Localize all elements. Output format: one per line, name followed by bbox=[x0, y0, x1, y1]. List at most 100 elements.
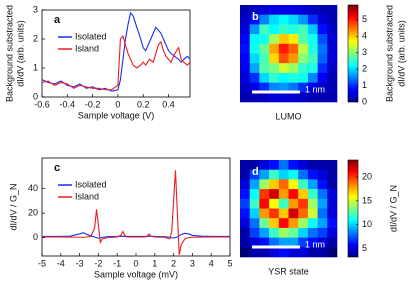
heatmap-cell bbox=[307, 43, 318, 54]
colorbar-tick-label: 4 bbox=[362, 31, 367, 41]
heatmap-cell bbox=[298, 53, 309, 64]
heatmap-cell bbox=[278, 53, 289, 64]
heatmap-cell bbox=[317, 179, 328, 190]
heatmap-cell bbox=[278, 92, 289, 103]
y-tick-label: 20 bbox=[28, 208, 38, 218]
heatmap-cell bbox=[259, 53, 270, 64]
heatmap-cell bbox=[278, 247, 289, 258]
heatmap-cell bbox=[278, 72, 289, 83]
heatmap-cell bbox=[259, 63, 270, 74]
y-tick-label: 0 bbox=[33, 232, 38, 242]
heatmap-cell bbox=[327, 179, 338, 190]
heatmap-cell bbox=[249, 198, 260, 209]
heatmap-cell bbox=[288, 160, 299, 170]
heatmap-cell bbox=[278, 5, 289, 15]
heatmap-cell bbox=[240, 208, 250, 219]
heatmap-cell bbox=[317, 218, 328, 229]
heatmap-cell bbox=[259, 179, 270, 190]
heatmap-cell bbox=[240, 53, 250, 64]
data-line bbox=[41, 34, 191, 91]
heatmap-cell bbox=[317, 227, 328, 238]
heatmap-cell bbox=[269, 208, 280, 219]
heatmap-cell bbox=[307, 92, 318, 103]
heatmap-cell bbox=[288, 247, 299, 258]
heatmap-cell bbox=[269, 169, 280, 180]
heatmap-cell bbox=[288, 14, 299, 25]
heatmap-cell bbox=[288, 63, 299, 74]
heatmap-cell bbox=[269, 63, 280, 74]
heatmap-cell bbox=[307, 53, 318, 64]
legend-label: Isolated bbox=[75, 179, 107, 189]
heatmap-cell bbox=[249, 43, 260, 54]
heatmap-cell bbox=[317, 63, 328, 74]
heatmap-cell bbox=[240, 14, 250, 25]
heatmap-cell bbox=[240, 72, 250, 83]
heatmap-cell bbox=[317, 14, 328, 25]
heatmap-cell bbox=[269, 160, 280, 170]
heatmap-cell bbox=[298, 63, 309, 74]
y-tick-label: 3 bbox=[33, 4, 38, 14]
heatmap-cell bbox=[240, 247, 250, 258]
heatmap-cell bbox=[269, 237, 280, 248]
heatmap-cell bbox=[298, 92, 309, 103]
colorbar bbox=[347, 159, 359, 258]
heatmap-cell bbox=[298, 237, 309, 248]
heatmap-cell bbox=[307, 227, 318, 238]
data-line bbox=[42, 170, 230, 255]
heatmap-cell bbox=[327, 43, 338, 54]
heatmap-cell bbox=[240, 169, 250, 180]
heatmap-cell bbox=[317, 82, 328, 93]
heatmap-cell bbox=[327, 72, 338, 83]
heatmap-cell bbox=[259, 14, 270, 25]
heatmap-cell bbox=[317, 53, 328, 64]
heatmap-cell bbox=[259, 169, 270, 180]
heatmap-cell bbox=[240, 24, 250, 35]
colorbar-tick-label: 2 bbox=[362, 63, 367, 73]
heatmap-cell bbox=[269, 43, 280, 54]
heatmap-cell bbox=[298, 5, 309, 15]
heatmap-cell bbox=[269, 24, 280, 35]
heatmap-cell bbox=[327, 63, 338, 74]
heatmap-cell bbox=[307, 72, 318, 83]
heatmap-cell bbox=[278, 82, 289, 93]
colorbar-label: dI/dV (arb. units) bbox=[396, 20, 406, 87]
heatmap-cell bbox=[288, 198, 299, 209]
heatmap-cell bbox=[288, 43, 299, 54]
heatmap-cell bbox=[240, 92, 250, 103]
heatmap-cell bbox=[249, 63, 260, 74]
heatmap-cell bbox=[298, 43, 309, 54]
y-tick-label: 40 bbox=[28, 183, 38, 193]
heatmap-cell bbox=[278, 208, 289, 219]
heatmap-cell bbox=[288, 227, 299, 238]
heatmap-cell bbox=[298, 34, 309, 45]
heatmap-cell bbox=[278, 227, 289, 238]
heatmap-cell bbox=[249, 218, 260, 229]
colorbar-tick-label: 5 bbox=[362, 243, 367, 253]
heatmap-cell bbox=[298, 24, 309, 35]
heatmap-cell bbox=[298, 14, 309, 25]
heatmap-cell bbox=[240, 63, 250, 74]
heatmap-cell bbox=[327, 227, 338, 238]
heatmap-cell bbox=[240, 43, 250, 54]
heatmap-cell bbox=[249, 208, 260, 219]
heatmap-cell bbox=[259, 34, 270, 45]
heatmap-cell bbox=[269, 34, 280, 45]
heatmap-cell bbox=[278, 63, 289, 74]
panel-label: d bbox=[252, 166, 259, 178]
heatmap-cell bbox=[240, 189, 250, 200]
heatmap-cell bbox=[240, 218, 250, 229]
heatmap-cell bbox=[269, 227, 280, 238]
heatmap-cell bbox=[278, 24, 289, 35]
scale-bar-label: 1 nm bbox=[305, 239, 325, 249]
heatmap-cell bbox=[269, 247, 280, 258]
heatmap-cell bbox=[259, 218, 270, 229]
heatmap-cell bbox=[298, 82, 309, 93]
heatmap-cell bbox=[327, 198, 338, 209]
scale-bar-label: 1 nm bbox=[305, 84, 325, 94]
heatmap-cell bbox=[288, 92, 299, 103]
x-axis-label: Sample voltage (mV) bbox=[94, 269, 178, 279]
heatmap-cell bbox=[307, 24, 318, 35]
heatmap-cell bbox=[317, 160, 328, 170]
heatmap-cell bbox=[327, 24, 338, 35]
heatmap-cell bbox=[278, 237, 289, 248]
